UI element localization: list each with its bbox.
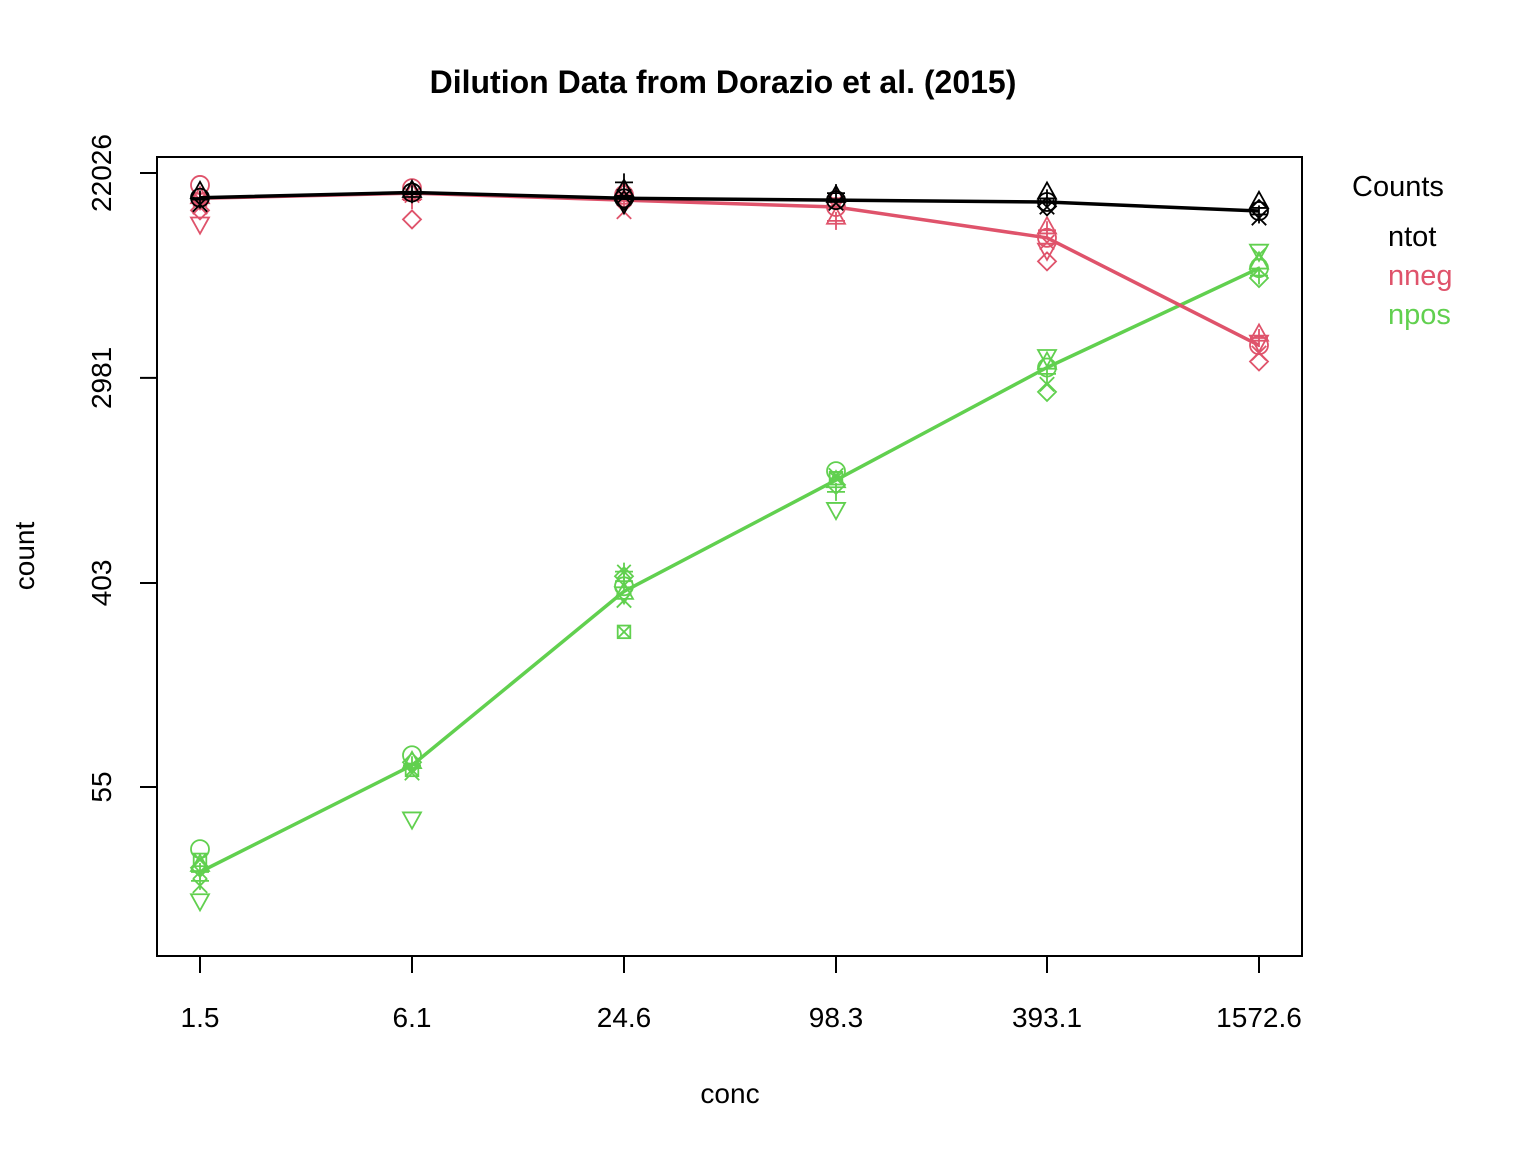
chart-title: Dilution Data from Dorazio et al. (2015) bbox=[430, 64, 1017, 100]
data-point bbox=[189, 893, 211, 913]
x-axis: 1.5 6.1 24.6 98.3 393.1 1572.6 bbox=[181, 955, 1302, 1033]
data-point bbox=[1251, 247, 1267, 263]
data-point bbox=[827, 211, 845, 230]
x-tick-label: 393.1 bbox=[1012, 1002, 1082, 1033]
legend-entry-ntot: ntot bbox=[1388, 221, 1436, 253]
series-ntot bbox=[189, 173, 1270, 226]
data-point bbox=[1248, 351, 1270, 372]
y-tick-label: 22026 bbox=[86, 134, 117, 212]
data-point bbox=[189, 216, 211, 236]
legend-entry-npos: npos bbox=[1388, 299, 1451, 331]
data-point bbox=[1248, 267, 1270, 289]
data-point bbox=[1036, 251, 1058, 272]
data-point bbox=[189, 200, 211, 221]
y-tick-label: 2981 bbox=[86, 347, 117, 409]
series-npos bbox=[189, 243, 1270, 913]
data-point bbox=[1036, 242, 1058, 262]
series-layer bbox=[189, 173, 1270, 913]
y-axis: 55 403 2981 22026 bbox=[86, 134, 158, 803]
data-point bbox=[825, 502, 847, 522]
x-tick-label: 24.6 bbox=[597, 1002, 652, 1033]
data-point bbox=[1036, 381, 1058, 403]
y-tick-label: 55 bbox=[86, 771, 117, 802]
plot-frame bbox=[156, 156, 1303, 957]
legend-title: Counts bbox=[1352, 171, 1444, 203]
data-point bbox=[1039, 376, 1055, 393]
data-point bbox=[1248, 198, 1270, 220]
x-tick-label: 1.5 bbox=[181, 1002, 220, 1033]
data-point bbox=[1036, 349, 1058, 369]
data-point bbox=[615, 562, 633, 581]
series-line-npos bbox=[199, 266, 1260, 874]
data-point bbox=[401, 811, 423, 831]
data-point bbox=[615, 173, 633, 192]
data-point bbox=[616, 624, 632, 640]
data-point bbox=[1248, 243, 1270, 263]
series-line-nneg bbox=[199, 191, 1260, 347]
data-point bbox=[1250, 205, 1268, 224]
data-point bbox=[401, 209, 423, 230]
x-tick-label: 98.3 bbox=[809, 1002, 864, 1033]
legend-entry-nneg: nneg bbox=[1388, 260, 1453, 292]
data-point bbox=[192, 877, 208, 894]
x-tick-label: 1572.6 bbox=[1216, 1002, 1302, 1033]
data-point bbox=[192, 196, 208, 213]
legend: Counts ntot nneg npos bbox=[1352, 171, 1453, 331]
x-axis-label: conc bbox=[700, 1078, 759, 1109]
y-tick-label: 403 bbox=[86, 560, 117, 607]
series-line-ntot bbox=[199, 190, 1260, 213]
data-point bbox=[827, 482, 845, 501]
data-point bbox=[613, 566, 635, 587]
x-tick-label: 6.1 bbox=[393, 1002, 432, 1033]
y-axis-label: count bbox=[9, 522, 40, 591]
